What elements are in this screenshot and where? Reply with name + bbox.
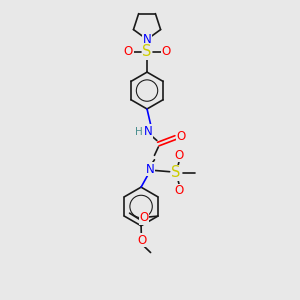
Text: O: O [176, 130, 185, 142]
Text: S: S [172, 165, 181, 180]
Text: N: N [144, 125, 153, 138]
Text: O: O [124, 45, 133, 58]
Text: O: O [161, 45, 170, 58]
Text: O: O [175, 148, 184, 162]
Text: O: O [175, 184, 184, 197]
Text: N: N [146, 163, 154, 176]
Text: H: H [135, 127, 143, 136]
Text: O: O [139, 211, 148, 224]
Text: N: N [143, 33, 152, 46]
Text: O: O [137, 234, 146, 247]
Text: S: S [142, 44, 152, 59]
